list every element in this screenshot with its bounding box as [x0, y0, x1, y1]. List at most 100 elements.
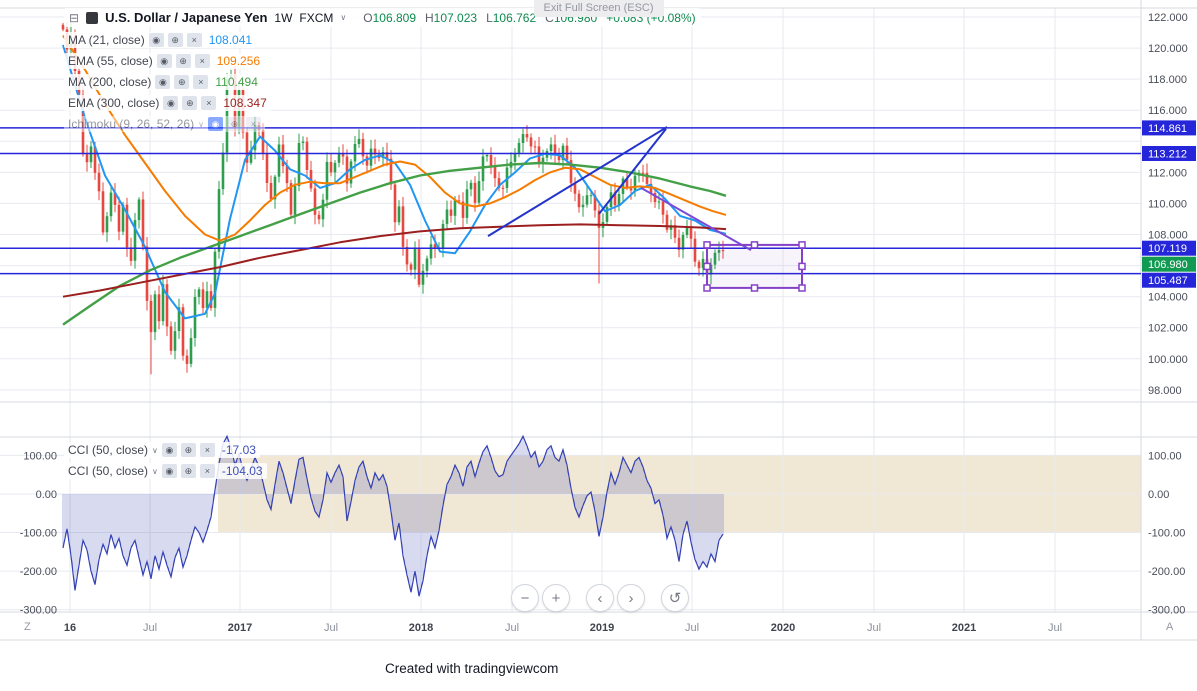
eye-icon[interactable]: ◉	[149, 33, 164, 47]
delete-icon[interactable]: ×	[201, 96, 216, 110]
exit-fullscreen-tooltip: Exit Full Screen (ESC)	[533, 0, 663, 17]
svg-text:102.000: 102.000	[1148, 323, 1188, 335]
svg-text:98.000: 98.000	[1148, 385, 1182, 397]
indicator-legend-list: MA (21, close)◉⊕×108.041EMA (55, close)◉…	[64, 32, 271, 132]
indicator-row[interactable]: MA (200, close) ◉ ⊕ × 110.494	[64, 74, 262, 90]
settings-icon[interactable]: ⊕	[181, 464, 196, 478]
eye-icon[interactable]: ◉	[157, 54, 172, 68]
svg-text:2021: 2021	[952, 622, 976, 634]
drawing-handle[interactable]	[799, 263, 805, 269]
drawing-handle[interactable]	[752, 242, 758, 248]
svg-text:100.00: 100.00	[1148, 450, 1182, 462]
svg-text:114.861: 114.861	[1148, 123, 1187, 135]
svg-text:122.000: 122.000	[1148, 12, 1188, 24]
attribution-text: Created with tradingviewcom	[385, 661, 558, 676]
svg-text:-300.00: -300.00	[20, 605, 57, 617]
horizontal-level-lines[interactable]	[0, 128, 1141, 274]
drawing-handle[interactable]	[752, 285, 758, 291]
indicator-value: 108.041	[209, 33, 252, 47]
indicator-label: EMA (55, close)	[68, 54, 153, 68]
indicator-label: Ichimoku (9, 26, 52, 26)	[68, 117, 194, 131]
symbol-title[interactable]: U.S. Dollar / Japanese Yen	[105, 10, 267, 25]
delete-icon[interactable]: ×	[195, 54, 210, 68]
svg-text:Jul: Jul	[505, 622, 519, 634]
indicator-label: EMA (300, close)	[68, 96, 159, 110]
eye-icon[interactable]: ◉	[208, 117, 223, 131]
main-chart-legend: ⊟ U.S. Dollar / Japanese Yen 1W FXCM ∨ O…	[64, 8, 701, 132]
adjust-scale-button[interactable]: A	[1166, 621, 1173, 633]
settings-icon[interactable]: ⊕	[227, 117, 242, 131]
chevron-down-icon[interactable]: ∨	[340, 13, 346, 22]
indicator-value: 108.347	[223, 96, 266, 110]
delete-icon[interactable]: ×	[200, 464, 215, 478]
svg-text:100.00: 100.00	[23, 450, 57, 462]
indicator-row[interactable]: MA (21, close) ◉ ⊕ × 108.041	[64, 32, 256, 48]
settings-icon[interactable]: ⊕	[168, 33, 183, 47]
svg-text:110.000: 110.000	[1148, 198, 1187, 210]
interval-label[interactable]: 1W	[274, 11, 292, 25]
indicator-label: CCI (50, close)	[68, 464, 148, 478]
indicator-value: 109.256	[217, 54, 260, 68]
svg-text:113.212: 113.212	[1148, 149, 1187, 161]
indicator-row[interactable]: EMA (300, close) ◉ ⊕ × 108.347	[64, 95, 271, 111]
zoom-out-button[interactable]: −	[511, 584, 539, 612]
trendline-drawings[interactable]	[488, 127, 751, 250]
indicator-row[interactable]: EMA (55, close) ◉ ⊕ × 109.256	[64, 53, 264, 69]
svg-text:2019: 2019	[590, 622, 614, 634]
svg-text:0.00: 0.00	[1148, 489, 1169, 501]
indicator-value: -104.03	[222, 464, 263, 478]
indicator-value: -17.03	[222, 443, 256, 457]
high-value: 107.023	[434, 11, 477, 25]
minimize-pane-icon[interactable]: ⊟	[69, 12, 79, 24]
reset-chart-button[interactable]: ↺	[661, 584, 689, 612]
timezone-button[interactable]: Z	[24, 621, 31, 633]
scroll-right-button[interactable]: ›	[617, 584, 645, 612]
chevron-down-icon: ∨	[152, 446, 158, 455]
indicator-label: MA (200, close)	[68, 75, 151, 89]
time-scale[interactable]: 16Jul2017Jul2018Jul2019Jul2020Jul2021Jul	[64, 622, 1062, 634]
svg-text:Jul: Jul	[324, 622, 338, 634]
delete-icon[interactable]: ×	[246, 117, 261, 131]
drawing-handle[interactable]	[704, 285, 710, 291]
svg-text:2018: 2018	[409, 622, 433, 634]
indicator-row[interactable]: CCI (50, close)∨◉⊕×-104.03	[64, 463, 267, 479]
svg-text:Jul: Jul	[143, 622, 157, 634]
scroll-left-button[interactable]: ‹	[586, 584, 614, 612]
delete-icon[interactable]: ×	[200, 443, 215, 457]
svg-text:-200.00: -200.00	[20, 566, 57, 578]
indicator-row[interactable]: CCI (50, close)∨◉⊕×-17.03	[64, 442, 260, 458]
settings-icon[interactable]: ⊕	[176, 54, 191, 68]
delete-icon[interactable]: ×	[187, 33, 202, 47]
eye-icon[interactable]: ◉	[155, 75, 170, 89]
svg-text:120.000: 120.000	[1148, 43, 1188, 55]
chevron-down-icon: ∨	[198, 120, 204, 129]
delete-icon[interactable]: ×	[193, 75, 208, 89]
eye-icon[interactable]: ◉	[162, 443, 177, 457]
symbol-logo-icon	[86, 12, 98, 24]
svg-text:108.000: 108.000	[1148, 230, 1188, 242]
drawing-handle[interactable]	[704, 242, 710, 248]
indicator-label: MA (21, close)	[68, 33, 145, 47]
svg-text:106.980: 106.980	[1148, 259, 1188, 271]
settings-icon[interactable]: ⊕	[174, 75, 189, 89]
eye-icon[interactable]: ◉	[162, 464, 177, 478]
svg-text:-100.00: -100.00	[1148, 528, 1185, 540]
tradingview-chart: 122.000120.000118.000116.000112.000110.0…	[0, 0, 1197, 691]
drawing-handle[interactable]	[799, 285, 805, 291]
svg-text:Jul: Jul	[685, 622, 699, 634]
svg-text:-200.00: -200.00	[1148, 566, 1185, 578]
rectangle-drawing[interactable]	[704, 242, 805, 291]
chart-nav-buttons: − + ‹ › ↺	[511, 584, 689, 612]
indicator-row[interactable]: Ichimoku (9, 26, 52, 26) ∨ ◉ ⊕ ×	[64, 116, 265, 132]
open-value: 106.809	[373, 11, 416, 25]
svg-text:Jul: Jul	[1048, 622, 1062, 634]
cci-legend: CCI (50, close)∨◉⊕×-17.03CCI (50, close)…	[64, 442, 267, 479]
settings-icon[interactable]: ⊕	[182, 96, 197, 110]
drawing-handle[interactable]	[704, 263, 710, 269]
exchange-label[interactable]: FXCM	[299, 11, 333, 25]
eye-icon[interactable]: ◉	[163, 96, 178, 110]
settings-icon[interactable]: ⊕	[181, 443, 196, 457]
indicator-value: 110.494	[215, 75, 258, 89]
drawing-handle[interactable]	[799, 242, 805, 248]
zoom-in-button[interactable]: +	[542, 584, 570, 612]
